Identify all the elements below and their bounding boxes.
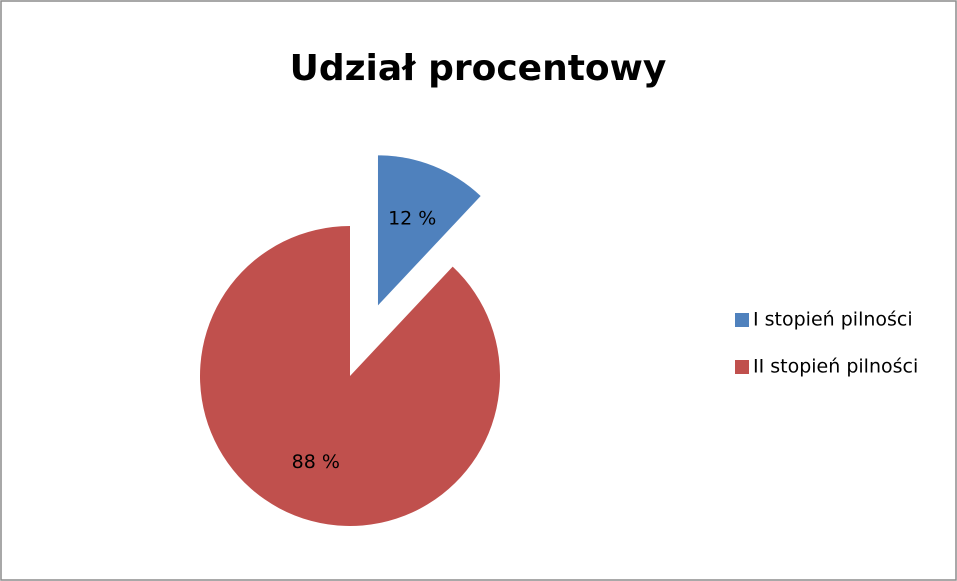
pie-slice: [377, 155, 481, 306]
chart-title: Udział procentowy: [290, 48, 667, 89]
legend-label: I stopień pilności: [753, 309, 913, 331]
data-label: 88 %: [292, 451, 340, 473]
legend-label: II stopień pilności: [753, 356, 918, 378]
legend-swatch: [735, 313, 749, 327]
pie-slice: [199, 226, 501, 526]
data-label: 12 %: [388, 207, 436, 229]
legend-swatch: [735, 360, 749, 374]
